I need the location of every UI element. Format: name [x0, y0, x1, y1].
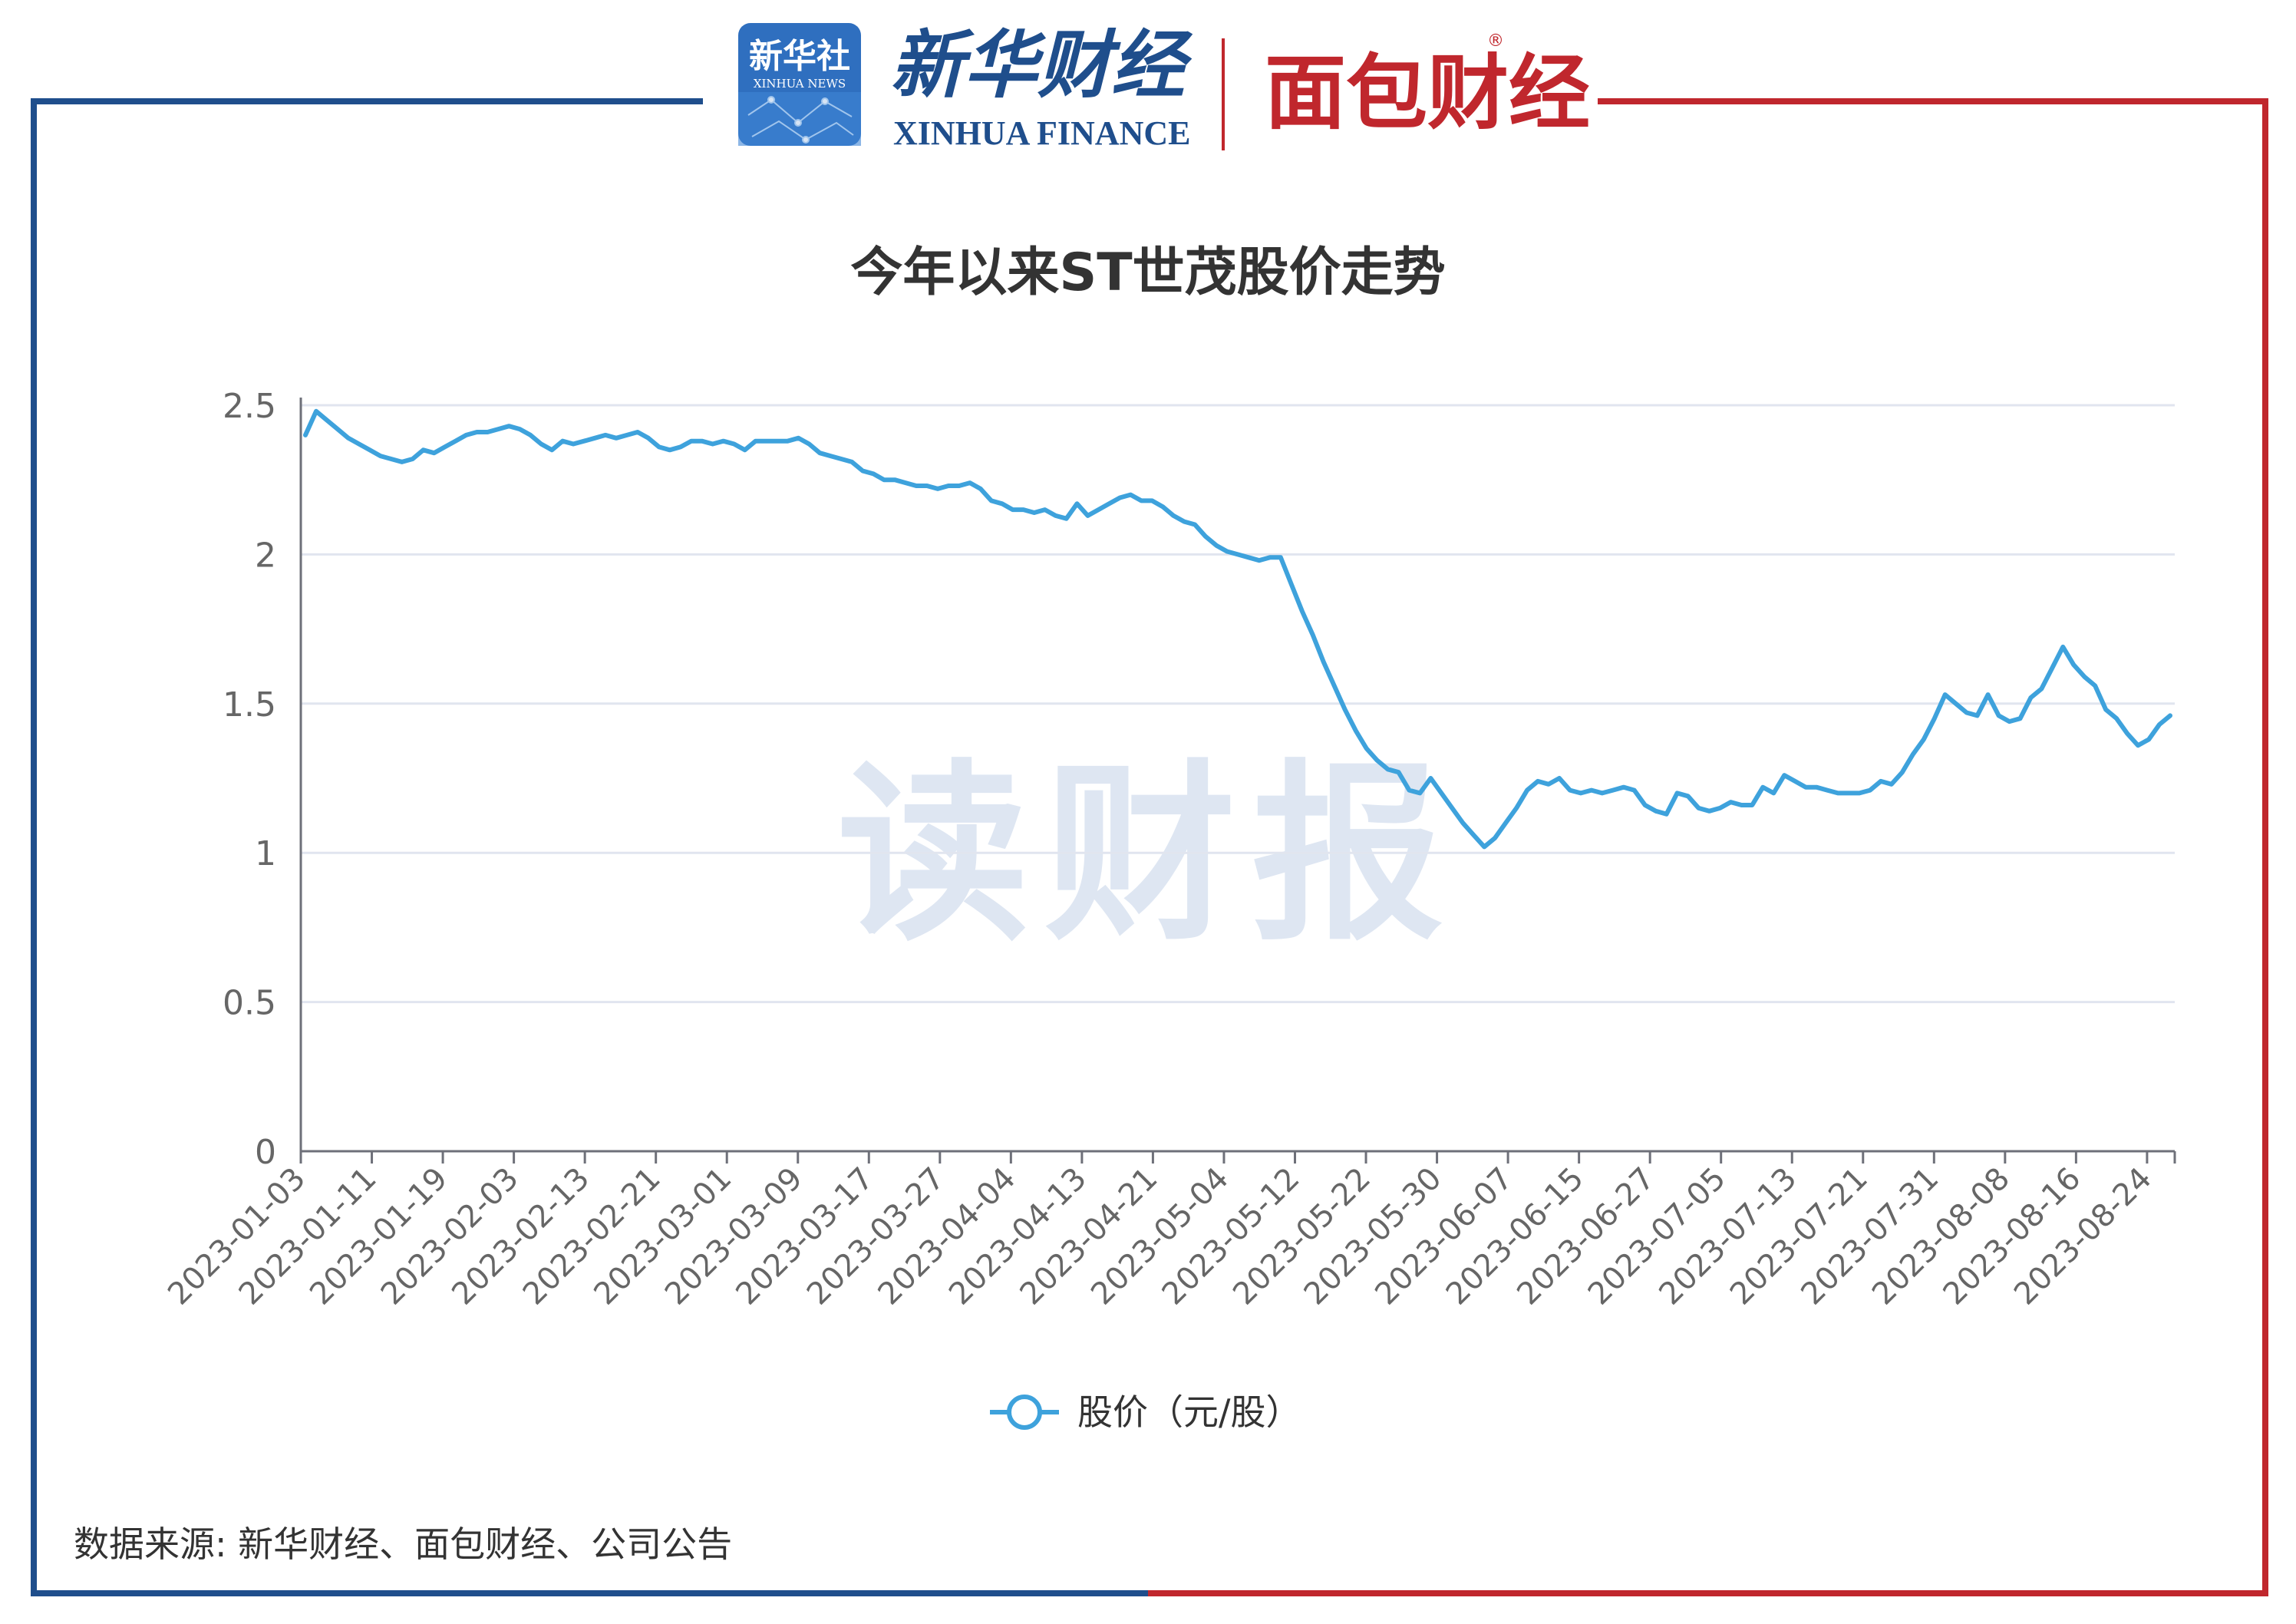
- xinhua-finance-en: XINHUA FINANCE: [893, 114, 1190, 152]
- registered-mark: ®: [1487, 31, 1504, 51]
- chart-title: 今年以来ST世茂股价走势: [850, 243, 1445, 303]
- y-tick-label: 0.5: [223, 984, 276, 1023]
- xinhua-badge-subtext: XINHUA NEWS: [754, 77, 846, 91]
- frame: [31, 98, 2268, 1596]
- xinhua-finance-cn: 新华财经: [890, 21, 1193, 108]
- y-tick-label: 1: [255, 834, 276, 873]
- xinhua-news-logo: 新华社 XINHUA NEWS: [738, 23, 861, 146]
- legend[interactable]: 股价（元/股）: [990, 1391, 1301, 1433]
- xinhua-badge-text: 新华社: [749, 37, 850, 76]
- y-tick-label: 2.5: [223, 387, 276, 426]
- y-axis: 0 0.5 1 1.5 2 2.5: [223, 387, 302, 1172]
- x-axis: 2023-01-032023-01-112023-01-192023-02-03…: [161, 1150, 2176, 1312]
- watermark: 读财报: [837, 743, 1459, 966]
- y-tick-label: 1.5: [223, 685, 276, 725]
- grid-lines: [301, 404, 2175, 1004]
- series-line-stock-price: [303, 408, 2172, 850]
- mianbao-logo: 面包财经: [1265, 46, 1590, 140]
- header: 新华社 XINHUA NEWS 新华财经 XINHUA FINANCE 面包财经…: [738, 21, 1590, 152]
- y-tick-label: 0: [255, 1133, 276, 1172]
- series-layer: [303, 408, 2172, 850]
- legend-label: 股价（元/股）: [1077, 1391, 1301, 1433]
- legend-marker-icon: [1007, 1395, 1042, 1430]
- source-note: 数据来源: 新华财经、面包财经、公司公告: [74, 1523, 732, 1565]
- y-tick-label: 2: [255, 536, 276, 575]
